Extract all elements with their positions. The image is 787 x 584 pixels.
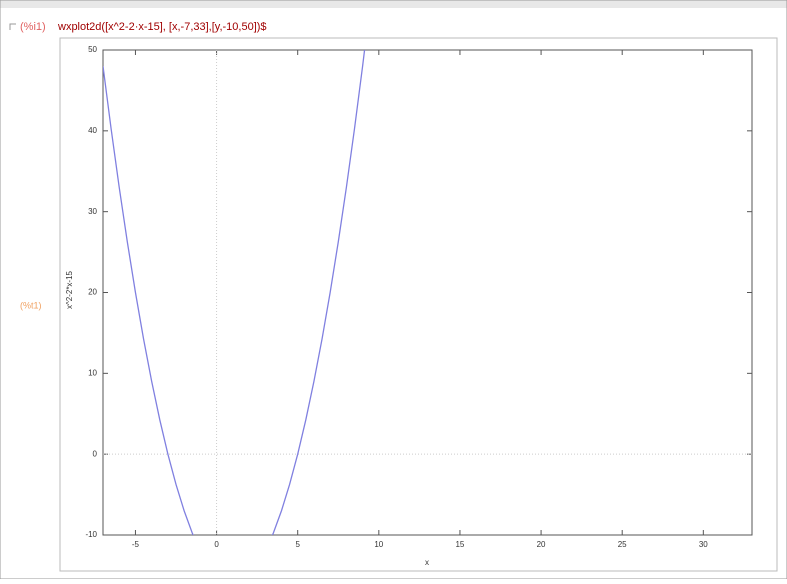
input-text[interactable]: wxplot2d([x^2-2·x-15], [x,-7,33],[y,-10,… — [57, 21, 267, 33]
y-tick-label: 0 — [93, 449, 98, 458]
toolbar — [0, 0, 787, 8]
cell-bracket[interactable] — [9, 23, 16, 30]
x-tick-label: -5 — [132, 540, 140, 549]
y-tick-label: 20 — [88, 288, 97, 297]
curve — [103, 50, 366, 535]
x-tick-label: 25 — [618, 540, 627, 549]
y-tick-label: 30 — [88, 207, 97, 216]
x-tick-label: 10 — [374, 540, 383, 549]
y-tick-label: 10 — [88, 368, 97, 377]
y-tick-label: 40 — [88, 126, 97, 135]
x-tick-label: 15 — [455, 540, 464, 549]
x-tick-label: 0 — [214, 540, 219, 549]
x-tick-label: 20 — [537, 540, 546, 549]
y-tick-label: -10 — [85, 530, 97, 539]
x-tick-label: 30 — [699, 540, 708, 549]
x-tick-label: 5 — [295, 540, 300, 549]
y-axis-label: x^2-2*x-15 — [65, 270, 74, 309]
x-axis-label: x — [425, 558, 429, 567]
y-tick-label: 50 — [88, 45, 97, 54]
input-label: (%i1) — [20, 21, 46, 33]
plot-box — [59, 37, 778, 572]
output-label: (%t1) — [20, 300, 42, 310]
